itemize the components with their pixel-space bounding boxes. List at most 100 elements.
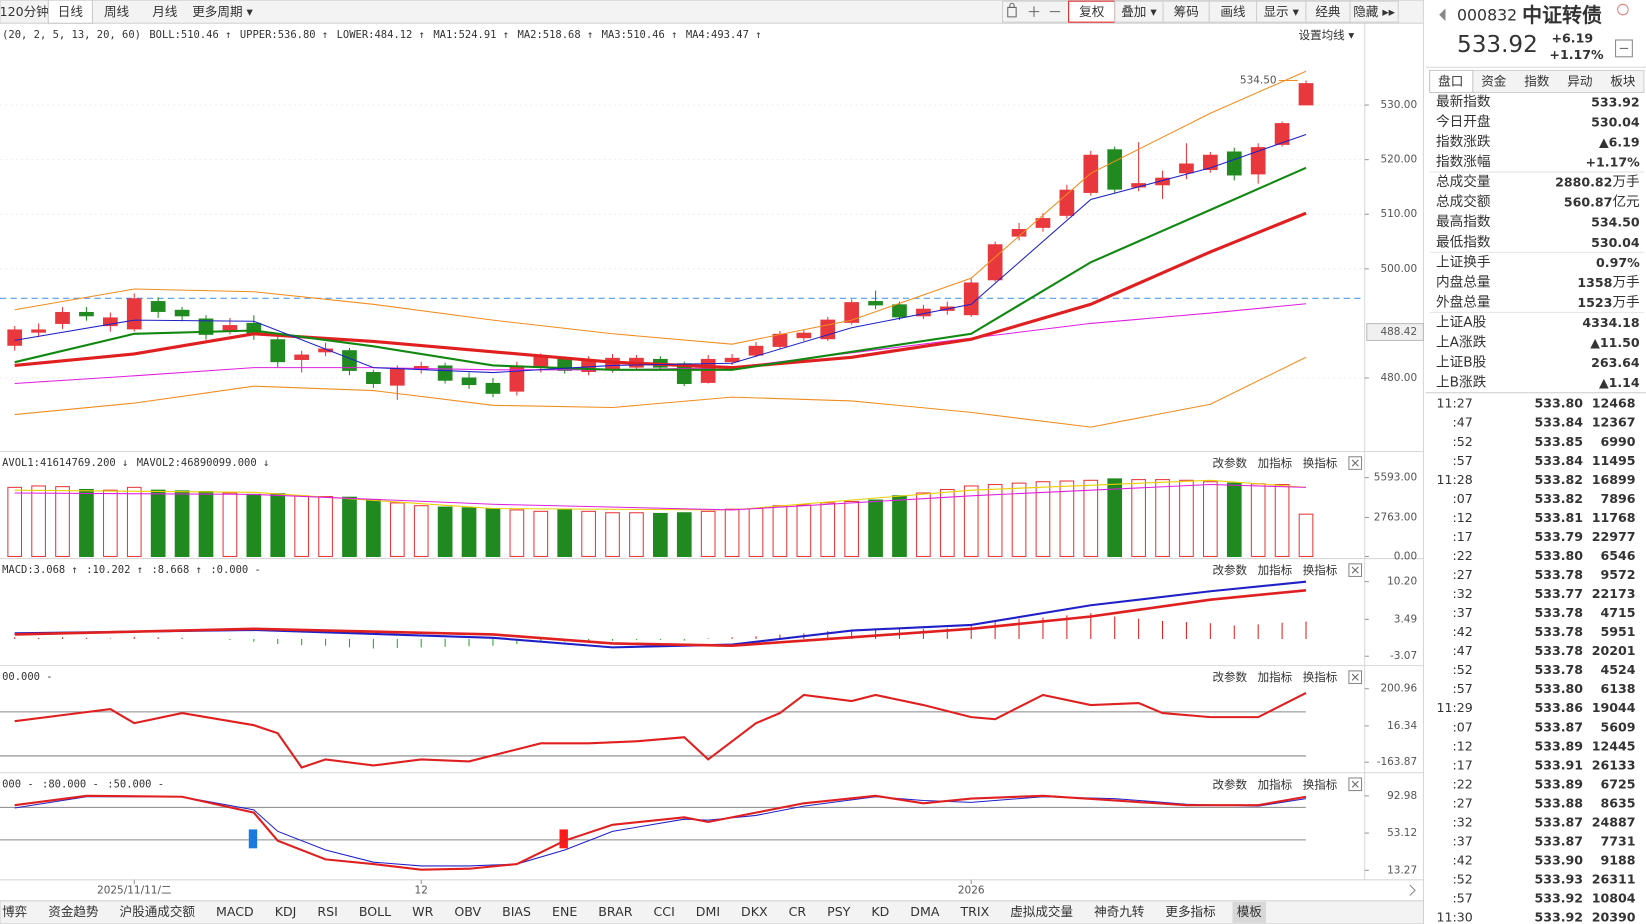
tick-volume: 4715 bbox=[1600, 605, 1635, 620]
period-tab[interactable]: 日线 bbox=[58, 4, 84, 19]
period-tab[interactable]: 周线 bbox=[104, 4, 130, 19]
panel-tab[interactable]: 资金 bbox=[1481, 73, 1507, 88]
scroll-arrow[interactable] bbox=[1409, 884, 1416, 896]
candle-body bbox=[294, 354, 310, 360]
indicator-tab[interactable]: 虚拟成交量 bbox=[1010, 904, 1073, 919]
pane-tool[interactable]: 换指标 bbox=[1303, 670, 1338, 684]
indicator-tab[interactable]: WR bbox=[412, 904, 433, 919]
panel-tab[interactable]: 异动 bbox=[1567, 73, 1592, 88]
pane-frame bbox=[0, 0, 1424, 924]
indicator-tab[interactable]: CR bbox=[789, 904, 807, 919]
indicator-tab[interactable]: ENE bbox=[552, 904, 577, 919]
tick-price: 533.84 bbox=[1534, 453, 1583, 468]
pane-tool[interactable]: 加指标 bbox=[1258, 563, 1293, 577]
quote-label: 指数涨幅 bbox=[1436, 154, 1491, 170]
indicator-tab[interactable]: 模板 bbox=[1237, 904, 1263, 919]
indicator-tab[interactable]: RSI bbox=[317, 904, 337, 919]
pane-tool[interactable]: 改参数 bbox=[1212, 777, 1247, 791]
volume-bar bbox=[820, 502, 836, 558]
candle-body bbox=[103, 317, 118, 327]
indicator-tab[interactable]: DMA bbox=[910, 904, 940, 919]
candle-body bbox=[150, 301, 166, 312]
pane-tool[interactable]: 改参数 bbox=[1212, 563, 1247, 577]
legend-entry: MACD:3.068 ↑ bbox=[2, 564, 78, 576]
pane-tool[interactable]: 换指标 bbox=[1303, 563, 1338, 577]
indicator-line bbox=[14, 303, 1307, 384]
pane-close-icon bbox=[1351, 673, 1359, 681]
period-tab[interactable]: 更多周期 ▾ bbox=[192, 4, 253, 19]
candle-body bbox=[772, 333, 788, 347]
indicator-tab[interactable]: TRIX bbox=[959, 904, 989, 919]
indicator-tab[interactable]: BRAR bbox=[598, 904, 632, 919]
tick-price: 533.78 bbox=[1534, 567, 1583, 582]
tick-time: :22 bbox=[1453, 548, 1473, 563]
indicator-tab[interactable]: DKX bbox=[741, 904, 768, 919]
indicator-tab[interactable]: MACD bbox=[216, 904, 254, 919]
volume-bar bbox=[557, 509, 573, 558]
tick-volume: 24887 bbox=[1592, 814, 1636, 829]
pane-tool[interactable]: 加指标 bbox=[1258, 670, 1293, 684]
quote-label: 上B涨跌 bbox=[1436, 375, 1487, 391]
minimize-button[interactable] bbox=[1615, 39, 1633, 58]
indicator-tab[interactable]: CCI bbox=[654, 904, 675, 919]
pane-tool[interactable]: 换指标 bbox=[1303, 777, 1338, 791]
candle-body bbox=[1274, 123, 1290, 145]
indicator-tab[interactable]: 沪股通成交额 bbox=[120, 904, 196, 919]
period-tab[interactable]: 120分钟 bbox=[0, 4, 49, 19]
period-tab[interactable]: 月线 bbox=[152, 4, 178, 19]
tool-label: 画线 bbox=[1220, 4, 1246, 19]
volume-bar bbox=[31, 485, 46, 558]
indicator-tab[interactable]: 神奇九转 bbox=[1094, 904, 1145, 919]
tick-volume: 6138 bbox=[1600, 681, 1635, 696]
tick-volume: 11768 bbox=[1592, 510, 1636, 525]
candle-body bbox=[389, 368, 405, 386]
indicator-tab[interactable]: OBV bbox=[454, 904, 481, 919]
pane-tool[interactable]: 改参数 bbox=[1212, 670, 1247, 684]
candle-body bbox=[1226, 151, 1242, 176]
indicator-tab[interactable]: BOLL bbox=[359, 904, 391, 919]
quote-label: 指数涨跌 bbox=[1436, 134, 1491, 150]
indicator-tab[interactable]: KD bbox=[871, 904, 889, 919]
indicator-tab[interactable]: 博弈 bbox=[2, 904, 27, 919]
pane-tool[interactable]: 改参数 bbox=[1212, 456, 1247, 470]
prev-arrow[interactable] bbox=[1439, 8, 1446, 22]
pane-tool[interactable]: 换指标 bbox=[1303, 456, 1338, 470]
tick-price: 533.82 bbox=[1534, 472, 1583, 487]
tick-price: 533.78 bbox=[1534, 662, 1583, 677]
indicator-tab[interactable]: 更多指标 bbox=[1165, 904, 1216, 919]
panel-tab[interactable]: 盘口 bbox=[1438, 73, 1463, 88]
volume-bar bbox=[1155, 479, 1170, 558]
indicator-tab[interactable]: BIAS bbox=[502, 904, 531, 919]
volume-bar bbox=[79, 488, 94, 558]
tick-price: 533.90 bbox=[1534, 852, 1583, 867]
tick-time: :17 bbox=[1453, 757, 1473, 772]
pane-tool[interactable]: 加指标 bbox=[1258, 456, 1293, 470]
volume-bar bbox=[294, 495, 310, 558]
ma-setting[interactable]: 设置均线 ▾ bbox=[1299, 28, 1355, 42]
panel-tab[interactable]: 板块 bbox=[1610, 73, 1636, 88]
volume-bar bbox=[413, 505, 429, 558]
tick-volume: 12468 bbox=[1592, 396, 1636, 411]
volume-bar bbox=[198, 491, 214, 558]
y-tick-label: 5593.00 bbox=[1374, 472, 1417, 484]
indicator-tab[interactable]: PSY bbox=[827, 904, 851, 919]
y-tick-label: 16.34 bbox=[1387, 720, 1417, 732]
panel-tab[interactable]: 指数 bbox=[1524, 73, 1550, 88]
y-tick-label: 530.00 bbox=[1380, 99, 1417, 111]
pane-tool[interactable]: 加指标 bbox=[1258, 777, 1293, 791]
tick-price: 533.88 bbox=[1534, 795, 1583, 810]
candle-body bbox=[700, 358, 716, 383]
tick-time: :32 bbox=[1453, 586, 1473, 601]
candle-body bbox=[1203, 154, 1218, 171]
indicator-tab[interactable]: KDJ bbox=[275, 904, 297, 919]
indicator-tab[interactable]: 资金趋势 bbox=[48, 904, 99, 919]
tool-button[interactable] bbox=[1349, 0, 1399, 23]
indicator-tab[interactable]: DMI bbox=[696, 904, 720, 919]
indicator-line bbox=[14, 588, 1307, 648]
tick-time: :47 bbox=[1453, 415, 1473, 430]
quote-value: ▲6.19 bbox=[1599, 135, 1640, 150]
candle-body bbox=[366, 372, 381, 384]
tick-volume: 22173 bbox=[1592, 586, 1636, 601]
stock-code: 000832 bbox=[1457, 5, 1517, 24]
